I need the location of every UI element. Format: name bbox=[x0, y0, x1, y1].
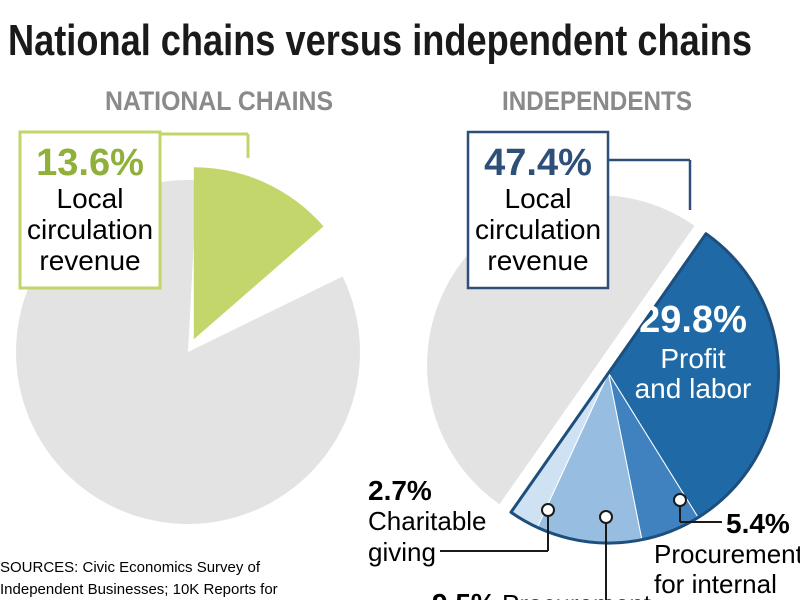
sources-line1: SOURCES: Civic Economics Survey of bbox=[0, 559, 261, 576]
national-label-line1: Local bbox=[57, 183, 124, 214]
procurement-pct-label: 9.5% bbox=[432, 588, 496, 600]
pie-independent-outline bbox=[509, 232, 780, 545]
procint-marker bbox=[673, 493, 687, 507]
pie-slice-national-local-circulation bbox=[193, 167, 324, 340]
sources-line2: Independent Businesses; 10K Reports for bbox=[0, 581, 278, 598]
national-label-line3: revenue bbox=[39, 245, 140, 276]
profit-label-line1: Profit bbox=[660, 343, 726, 374]
independent-label-box bbox=[466, 130, 610, 290]
charity-marker bbox=[541, 503, 555, 517]
procint-pct-label: 5.4% bbox=[726, 508, 790, 539]
profit-pct-label: 29.8% bbox=[639, 299, 747, 341]
procint-label-line1: Procurement bbox=[654, 539, 800, 569]
independent-pct-label: 47.4% bbox=[484, 142, 592, 184]
national-label-line2: circulation bbox=[27, 214, 153, 245]
independent-label-line2: circulation bbox=[475, 214, 601, 245]
procurement-marker bbox=[599, 510, 613, 524]
independent-label-line3: revenue bbox=[487, 245, 588, 276]
independent-label-line1: Local bbox=[505, 183, 572, 214]
chart-title: National chains versus independent chain… bbox=[8, 16, 752, 65]
procurement-label-line1: Procurement bbox=[502, 589, 652, 600]
profit-label-line2: and labor bbox=[635, 373, 752, 404]
charity-label-line2: giving bbox=[368, 537, 436, 567]
charity-pct-label: 2.7% bbox=[368, 475, 432, 506]
national-label-box bbox=[18, 130, 162, 290]
independents-header: INDEPENDENTS bbox=[502, 86, 692, 116]
procint-label-line2: for internal bbox=[654, 569, 777, 599]
national-pct-label: 13.6% bbox=[36, 142, 144, 184]
national-chains-header: NATIONAL CHAINS bbox=[105, 86, 333, 116]
charity-label-line1: Charitable bbox=[368, 506, 487, 536]
